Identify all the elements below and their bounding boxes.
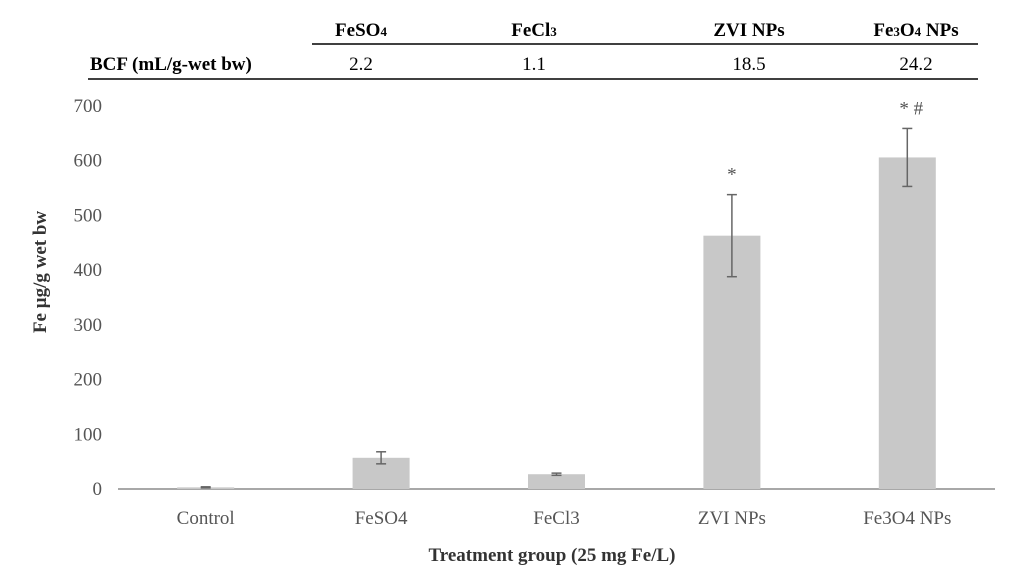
x-tick-label: FeSO4	[355, 508, 408, 529]
x-tick-label: Control	[177, 508, 235, 529]
table-cell-value: 24.2	[899, 54, 932, 75]
bar	[528, 474, 585, 489]
table-col-header: Fe3O4 NPs	[873, 20, 958, 41]
y-axis-title: Fe µg/g wet bw	[30, 211, 51, 334]
error-bar	[376, 451, 387, 465]
x-tick-label: ZVI NPs	[698, 508, 766, 529]
table-col-header: ZVI NPs	[713, 20, 784, 41]
bar	[703, 235, 761, 489]
significance-label: * #	[899, 98, 923, 119]
table-col-header: FeSO4	[335, 20, 387, 41]
table-cell-value: 1.1	[522, 54, 546, 75]
table-col-header: FeCl3	[511, 20, 557, 41]
y-tick-label: 0	[93, 479, 103, 500]
bar	[878, 157, 936, 489]
error-bar	[200, 486, 211, 489]
error-bar	[551, 472, 562, 477]
significance-label: *	[727, 165, 737, 186]
y-tick-label: 300	[74, 315, 103, 336]
y-tick-label: 200	[74, 370, 103, 391]
bar-chart: 0 100 200 300 400 500 600 700 * * # Control FeSO4…	[30, 96, 995, 566]
error-bar	[902, 127, 913, 188]
x-axis-title: Treatment group (25 mg Fe/L)	[429, 545, 676, 566]
y-tick-label: 700	[74, 96, 103, 117]
y-tick-label: 600	[74, 151, 103, 172]
x-tick-label: Fe3O4 NPs	[863, 508, 951, 529]
x-tick-label: FeCl3	[533, 508, 579, 529]
error-bar	[726, 193, 737, 278]
y-tick-label: 400	[74, 260, 103, 281]
bcf-table: BCF (mL/g-wet bw) FeSO4 2.2 FeCl3 1.1 ZVI NP…	[88, 20, 978, 80]
table-cell-value: 2.2	[349, 54, 373, 75]
y-tick-label: 100	[74, 424, 103, 445]
table-row-label: BCF (mL/g-wet bw)	[90, 54, 252, 75]
y-tick-label: 500	[74, 205, 103, 226]
table-cell-value: 18.5	[732, 54, 765, 75]
